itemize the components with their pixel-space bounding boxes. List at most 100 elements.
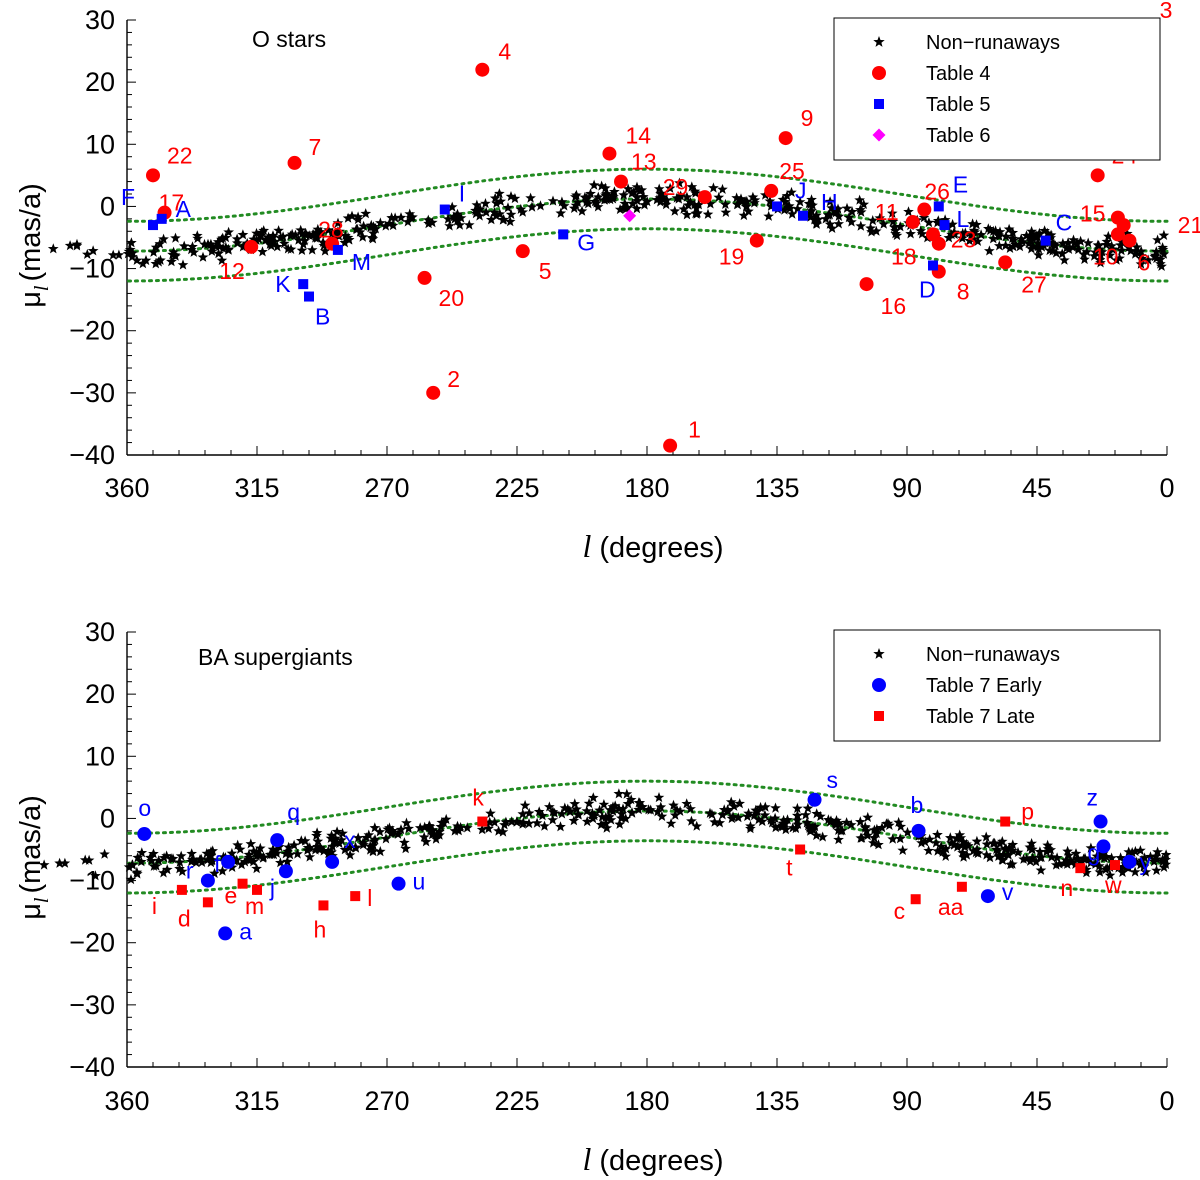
non-runaway-star — [866, 226, 877, 237]
non-runaway-star — [350, 841, 361, 852]
non-runaway-star — [154, 238, 166, 249]
non-runaway-star — [158, 852, 170, 863]
non-runaway-star — [126, 859, 138, 870]
non-runaway-star — [489, 206, 500, 218]
non-runaway-star — [1117, 861, 1129, 872]
non-runaway-star — [581, 816, 593, 827]
non-runaway-star — [811, 217, 822, 229]
legend-label: Table 5 — [926, 94, 991, 116]
point-label-23: 23 — [951, 227, 977, 253]
non-runaway-star — [311, 830, 322, 841]
non-runaway-star — [887, 216, 899, 227]
point-22 — [146, 168, 160, 183]
non-runaway-star — [192, 233, 203, 244]
non-runaway-star — [603, 811, 615, 822]
non-runaway-star — [367, 233, 379, 244]
non-runaway-star — [846, 216, 857, 227]
non-runaway-star — [760, 801, 771, 812]
point-label-j: j — [269, 874, 275, 900]
non-runaway-star — [258, 225, 270, 236]
point-a — [218, 926, 233, 941]
non-runaway-star — [1041, 846, 1052, 857]
non-runaway-star — [923, 217, 935, 228]
non-runaway-star — [1085, 857, 1096, 868]
point-label-y: y — [1139, 849, 1151, 875]
non-runaway-star — [656, 810, 668, 821]
legend-marker-star — [873, 648, 885, 659]
point-D — [928, 260, 938, 271]
non-runaway-star — [968, 233, 979, 244]
legend: Non−runaways Table 4 Table 5 Table 6 — [833, 17, 1161, 161]
non-runaway-star — [1051, 852, 1063, 863]
non-runaway-star — [740, 201, 752, 212]
point-label-k: k — [472, 785, 484, 811]
non-runaway-star — [690, 187, 701, 198]
non-runaway-star — [878, 218, 889, 229]
series-table-6 — [623, 209, 637, 223]
point-label-12: 12 — [219, 258, 245, 284]
non-runaway-star — [1082, 237, 1094, 248]
non-runaway-star — [738, 210, 750, 221]
non-runaway-star — [607, 805, 619, 816]
x-tick-label: 270 — [364, 1086, 409, 1116]
series-table-4: 1234567891011121314151617181920212223242… — [146, 0, 1200, 453]
non-runaway-star — [905, 228, 916, 239]
non-runaway-star — [364, 840, 376, 851]
non-runaway-star — [438, 817, 450, 828]
non-runaway-star — [1061, 242, 1072, 253]
point-label-l: l — [367, 885, 372, 911]
non-runaway-star — [984, 245, 995, 256]
non-runaway-star — [620, 203, 632, 214]
non-runaway-star — [1104, 869, 1116, 880]
non-runaway-star — [1044, 245, 1056, 256]
legend: Non−runaways Table 7 Early Table 7 Late — [833, 629, 1161, 742]
non-runaway-star — [213, 248, 224, 259]
non-runaway-star — [1135, 258, 1147, 269]
point-label-p: p — [1021, 799, 1034, 825]
non-runaway-star — [403, 823, 414, 834]
non-runaway-star — [509, 193, 521, 204]
non-runaway-star — [865, 222, 876, 233]
non-runaway-star — [868, 832, 880, 843]
non-runaway-star — [755, 801, 766, 813]
non-runaway-star — [480, 198, 491, 209]
non-runaway-star — [491, 197, 502, 208]
non-runaway-star — [153, 256, 164, 267]
non-runaway-star — [855, 816, 866, 827]
non-runaway-star — [653, 183, 665, 194]
non-runaway-star — [693, 199, 704, 210]
non-runaway-star — [806, 194, 817, 205]
non-runaway-star — [59, 857, 71, 868]
non-runaway-star — [1090, 858, 1101, 869]
point-11 — [905, 214, 920, 229]
non-runaway-star — [1089, 250, 1100, 261]
point-l — [350, 891, 361, 902]
non-runaway-star — [568, 815, 580, 826]
non-runaway-star — [279, 238, 290, 249]
x-tick-label: 135 — [754, 1086, 799, 1116]
non-runaway-star — [876, 822, 888, 833]
non-runaway-star — [483, 823, 494, 834]
legend-marker-square — [874, 711, 884, 721]
non-runaway-star — [1129, 866, 1141, 877]
non-runaway-star — [811, 209, 822, 220]
non-runaway-star — [342, 232, 354, 243]
series-table-7-early: a b f j o q r s u v x y z g — [137, 767, 1151, 944]
non-runaway-star — [897, 844, 909, 855]
non-runaway-star — [871, 225, 882, 236]
non-runaway-star — [1007, 858, 1018, 869]
non-runaway-star — [960, 227, 971, 238]
non-runaway-star — [1024, 841, 1036, 852]
non-runaway-star — [1084, 853, 1095, 864]
non-runaway-star — [753, 814, 765, 825]
non-runaway-star — [915, 225, 927, 236]
non-runaway-star — [455, 822, 466, 833]
non-runaway-star — [890, 228, 901, 239]
non-runaway-star — [127, 247, 138, 258]
non-runaway-star — [873, 839, 884, 850]
non-runaway-star — [741, 195, 753, 206]
non-runaway-star — [717, 809, 728, 820]
envelope-curve-3 — [125, 227, 1169, 283]
non-runaway-star — [749, 810, 760, 821]
